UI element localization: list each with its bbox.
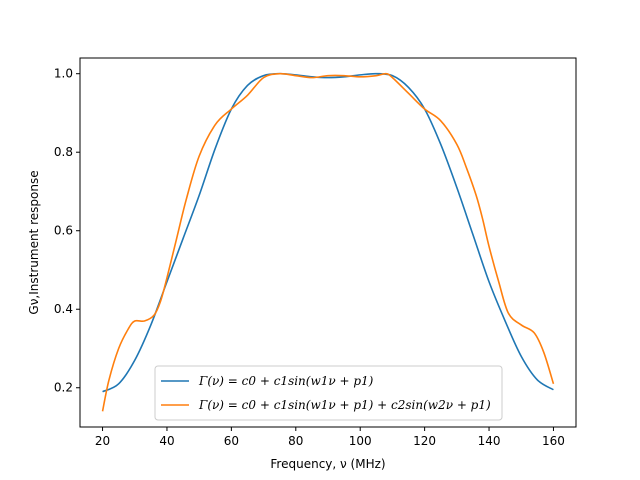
y-axis: 0.2 0.4 0.6 0.8 1.0 (54, 67, 80, 395)
y-tick-label: 1.0 (54, 67, 73, 81)
x-tick-label: 160 (542, 434, 565, 448)
series-line-2 (101, 72, 555, 412)
legend: Γ(ν) = c0 + c1sin(w1ν + p1) Γ(ν) = c0 + c… (154, 365, 503, 421)
plot-area (101, 72, 555, 412)
y-tick-label: 0.2 (54, 381, 73, 395)
x-tick-label: 100 (349, 434, 372, 448)
x-axis-title: Frequency, ν (MHz) (270, 457, 385, 471)
legend-label-2: Γ(ν) = c0 + c1sin(w1ν + p1) + c2sin(w2ν … (198, 398, 491, 412)
y-tick-label: 0.8 (54, 145, 73, 159)
y-tick-label: 0.4 (54, 302, 73, 316)
x-tick-label: 60 (224, 434, 239, 448)
x-tick-label: 40 (159, 434, 174, 448)
y-tick-label: 0.6 (54, 224, 73, 238)
x-tick-label: 20 (95, 434, 110, 448)
series-line-1 (102, 72, 554, 393)
x-axis: 20 40 60 80 100 120 140 160 (95, 427, 565, 448)
axes-frame (79, 57, 577, 428)
y-axis-title: Gν,Instrument response (27, 170, 41, 314)
x-tick-label: 120 (413, 434, 436, 448)
x-tick-label: 80 (288, 434, 303, 448)
legend-label-1: Γ(ν) = c0 + c1sin(w1ν + p1) (198, 374, 374, 388)
x-tick-label: 140 (478, 434, 501, 448)
legend-box (154, 365, 503, 421)
